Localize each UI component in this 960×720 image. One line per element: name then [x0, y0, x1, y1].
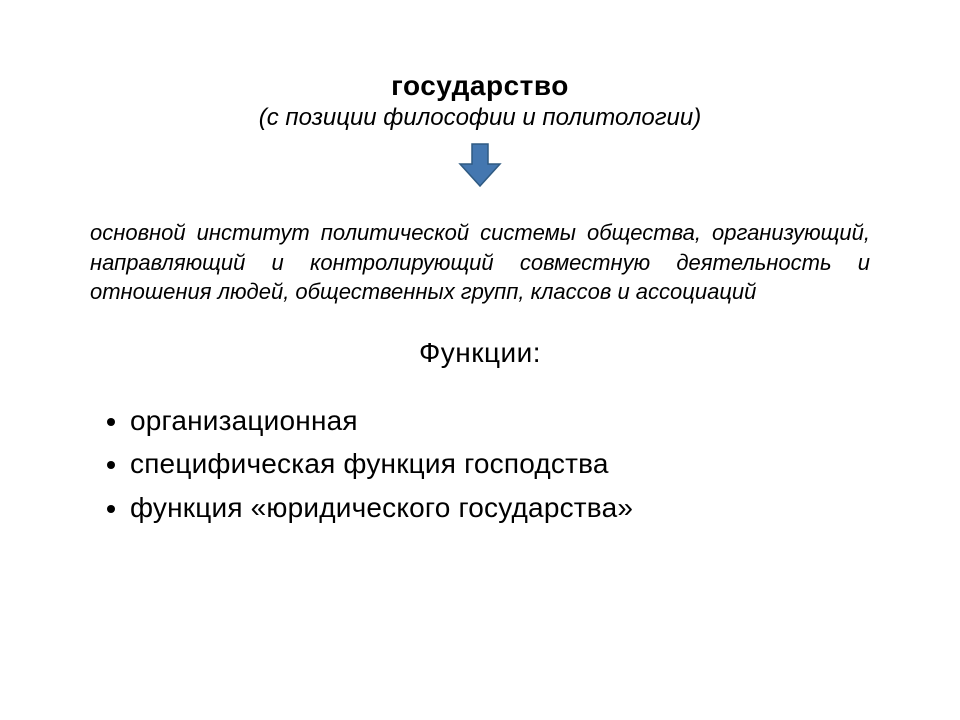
- slide-subtitle: (с позиции философии и политологии): [90, 104, 870, 132]
- list-item: организационная: [130, 399, 870, 442]
- functions-heading: Функции:: [90, 337, 870, 369]
- slide: государство (с позиции философии и полит…: [0, 0, 960, 720]
- slide-title: государство: [90, 70, 870, 102]
- arrow-container: [90, 142, 870, 188]
- definition-text: основной институт политической системы о…: [90, 218, 870, 307]
- list-item: функция «юридического государства»: [130, 486, 870, 529]
- list-item: специфическая функция господства: [130, 442, 870, 485]
- functions-list: организационная специфическая функция го…: [90, 399, 870, 529]
- down-arrow-icon: [456, 142, 504, 188]
